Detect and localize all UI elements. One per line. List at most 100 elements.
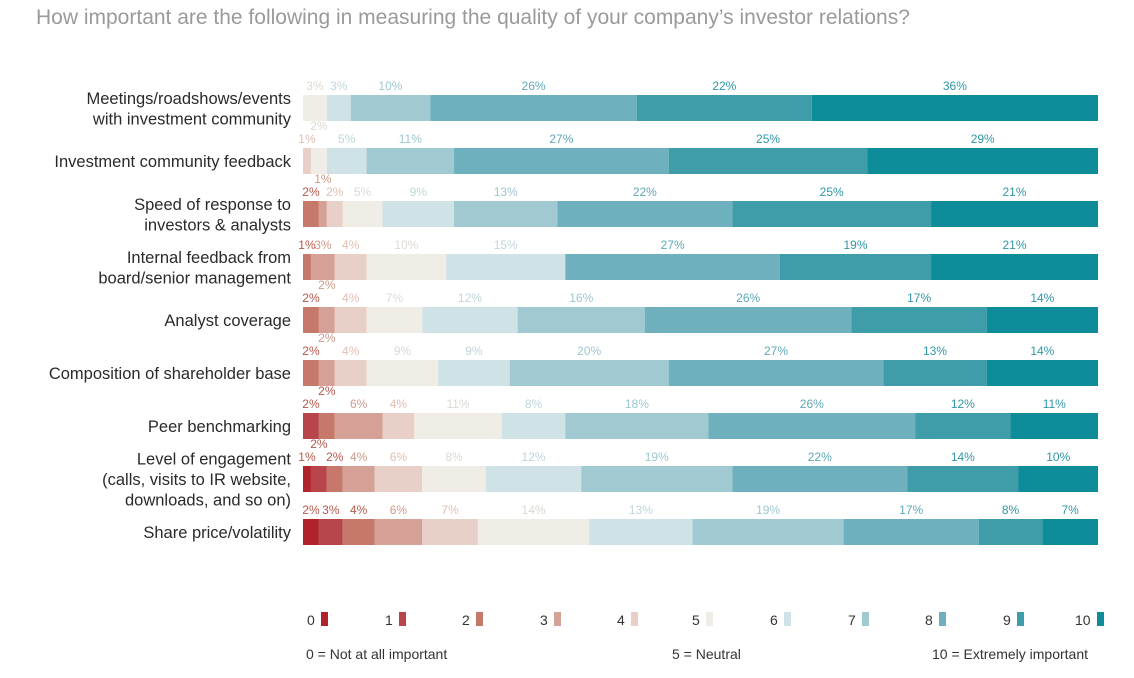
value-label: 4%: [390, 397, 408, 411]
bar-segment: [334, 360, 367, 386]
legend-score: 6: [770, 612, 778, 628]
value-label: 2%: [318, 384, 336, 398]
value-label: 7%: [1062, 503, 1080, 517]
bar-segment: [565, 254, 780, 280]
category-label: board/senior management: [98, 269, 291, 287]
chart-title: How important are the following in measu…: [36, 6, 910, 29]
legend-swatch: [399, 612, 406, 626]
value-label: 6%: [350, 397, 368, 411]
bar-segment: [342, 519, 375, 545]
bar-segment: [366, 254, 447, 280]
bar-segment: [334, 254, 367, 280]
value-label: 25%: [820, 185, 844, 199]
value-label: 20%: [577, 344, 601, 358]
bar-segment: [851, 307, 987, 333]
category-label: with investment community: [92, 110, 292, 128]
bar-segment: [501, 413, 566, 439]
value-label: 14%: [1030, 344, 1054, 358]
bar-segment: [915, 413, 1011, 439]
bar-segment: [414, 413, 502, 439]
bar-segment: [811, 95, 1098, 121]
bar-segment: [318, 413, 335, 439]
bar-segment: [342, 201, 383, 227]
value-label: 3%: [322, 503, 340, 517]
value-label: 7%: [441, 503, 459, 517]
bar-segment: [931, 254, 1098, 280]
value-label: 22%: [808, 450, 832, 464]
bar-segment: [303, 413, 319, 439]
bar-segment: [509, 360, 669, 386]
bar-segment: [732, 201, 932, 227]
legend-score: 3: [540, 612, 548, 628]
value-label: 4%: [350, 450, 368, 464]
value-label: 12%: [522, 450, 546, 464]
bar-segment: [303, 148, 311, 174]
bar-segment: [318, 519, 343, 545]
value-label: 2%: [310, 119, 328, 133]
bar-segment: [303, 360, 319, 386]
bar-segment: [1042, 519, 1098, 545]
bar-segment: [310, 254, 335, 280]
bar-segment: [382, 413, 415, 439]
bar-segment: [342, 466, 375, 492]
bar-segment: [310, 148, 327, 174]
bar-segment: [565, 413, 709, 439]
category-label: Internal feedback from: [127, 249, 291, 267]
bar-segment: [668, 148, 868, 174]
bar-segment: [366, 307, 423, 333]
bar-segment: [350, 95, 431, 121]
value-label: 15%: [494, 238, 518, 252]
legend-note-ten: 10 = Extremely important: [932, 646, 1088, 662]
bar-segment: [668, 360, 884, 386]
legend-swatch: [1017, 612, 1024, 626]
value-label: 2%: [302, 397, 320, 411]
value-label: 6%: [390, 503, 408, 517]
bar-segment: [438, 360, 510, 386]
bar-segment: [636, 95, 812, 121]
bar-segment: [644, 307, 852, 333]
value-label: 22%: [712, 79, 736, 93]
value-label: 8%: [525, 397, 543, 411]
bar-segment: [422, 307, 518, 333]
value-label: 16%: [569, 291, 593, 305]
bar-segment: [477, 519, 590, 545]
value-label: 11%: [399, 132, 422, 146]
bar-segment: [303, 307, 319, 333]
value-label: 3%: [306, 79, 324, 93]
category-label: Analyst coverage: [164, 312, 291, 330]
legend-score: 5: [692, 612, 700, 628]
legend-swatch: [631, 612, 638, 626]
value-label: 8%: [445, 450, 463, 464]
legend-swatch: [706, 612, 713, 626]
value-label: 21%: [1003, 238, 1027, 252]
bar-segment: [446, 254, 566, 280]
bar-segment: [318, 307, 335, 333]
bar-segment: [318, 201, 327, 227]
value-label: 1%: [298, 238, 316, 252]
bar-segment: [303, 466, 311, 492]
bar-segment: [303, 95, 327, 121]
bar-segment: [986, 360, 1098, 386]
bar-segment: [303, 254, 311, 280]
value-label: 4%: [350, 503, 368, 517]
bar-segment: [692, 519, 844, 545]
bar-segment: [430, 95, 637, 121]
value-label: 14%: [522, 503, 546, 517]
legend-score: 7: [848, 612, 856, 628]
legend-score: 1: [385, 612, 393, 628]
value-label: 13%: [923, 344, 947, 358]
bar-segment: [883, 360, 987, 386]
legend-score: 2: [462, 612, 470, 628]
value-label: 10%: [378, 79, 402, 93]
bar-segment: [303, 201, 319, 227]
value-label: 27%: [549, 132, 573, 146]
value-label: 27%: [764, 344, 788, 358]
value-label: 14%: [951, 450, 975, 464]
value-label: 5%: [354, 185, 372, 199]
value-label: 10%: [394, 238, 418, 252]
bar-segment: [517, 307, 645, 333]
value-label: 36%: [943, 79, 967, 93]
value-label: 21%: [1003, 185, 1027, 199]
bar-segment: [310, 466, 327, 492]
